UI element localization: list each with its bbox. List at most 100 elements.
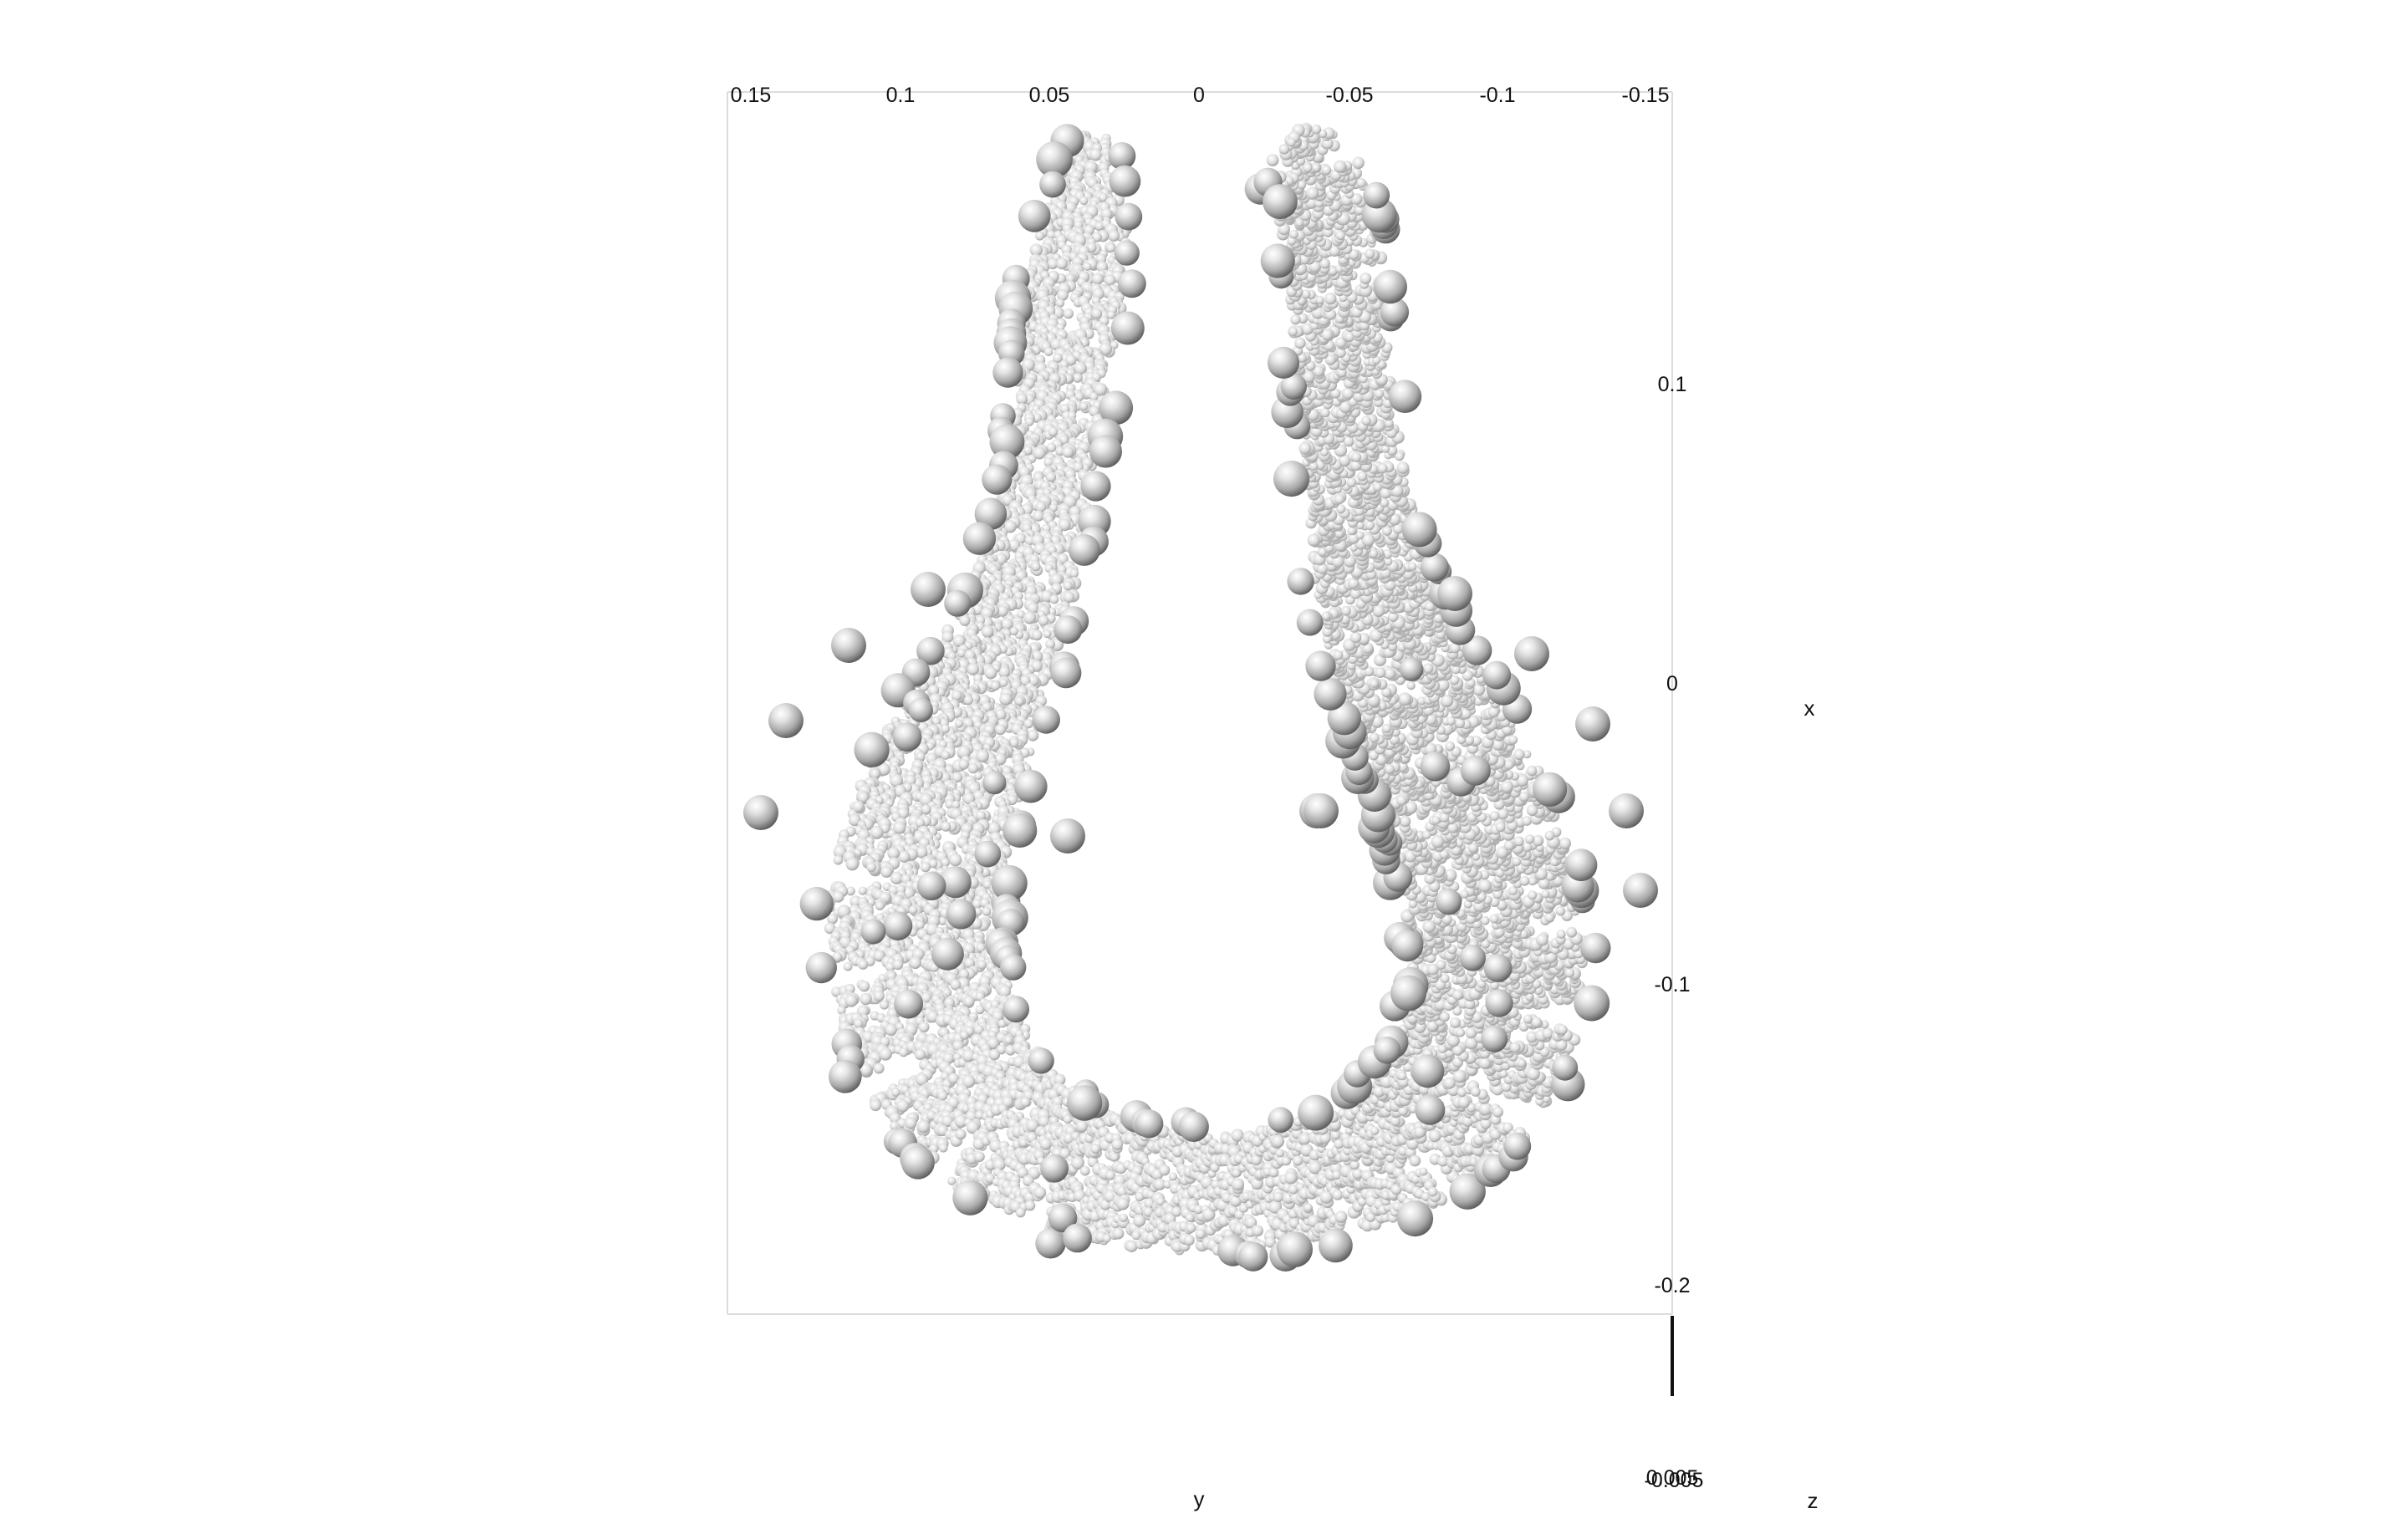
particle-sphere [875,901,885,910]
particle-sphere [941,724,950,734]
particle-sphere [1032,413,1042,423]
particle-sphere [1027,602,1039,614]
particle-sphere [1457,1096,1471,1108]
particle-sphere [1107,310,1115,319]
particle-sphere [941,631,954,643]
particle-sphere [1100,208,1113,220]
particle-sphere [879,1047,892,1061]
particle-sphere [1332,1190,1344,1200]
particle-sphere [1419,1167,1428,1176]
particle-sphere [827,913,839,925]
particle-sphere [1195,1229,1206,1240]
particle-sphere [1023,611,1037,624]
particle-sphere [949,853,962,867]
particle-sphere [974,771,983,781]
particle-sphere [1047,230,1056,239]
particle-sphere [837,905,851,919]
particle-sphere [957,745,971,759]
particle-sphere [886,971,896,981]
particle-sphere [975,1110,985,1120]
particle-sphere [916,1073,929,1086]
particle-sphere [1055,298,1065,308]
particle-sphere [1047,257,1059,270]
particle-sphere [892,959,904,971]
particle-sphere [973,1151,985,1163]
particle-sphere [1009,737,1019,748]
particle-sphere [831,986,842,997]
particle-sphere [997,605,1008,617]
particle-sphere [1027,729,1039,741]
particle-sphere [929,1144,939,1154]
particle-sphere [1090,1144,1101,1154]
particle-sphere [1427,1186,1438,1197]
particle-sphere [843,961,853,971]
particle-sphere [1013,591,1023,601]
particle-sphere [967,663,979,675]
particle-sphere [1033,446,1046,460]
plot-frame [727,91,1673,1315]
particle-sphere [1125,1240,1138,1252]
particle-sphere [1049,594,1059,604]
particle-sphere [1033,1186,1047,1199]
particle-sphere [858,959,869,970]
particle-sphere [833,855,844,865]
particle-cloud [743,122,1658,1272]
particle-sphere [974,1024,984,1035]
particle-sphere [1053,353,1063,364]
particle-sphere [914,1048,926,1060]
particle-sphere [1091,308,1103,319]
particle-sphere [1108,230,1120,242]
particle-sphere [947,1073,959,1084]
particle-sphere [898,850,911,863]
particle-sphere [941,821,951,832]
particle-sphere [964,957,975,969]
particle-sphere [1397,1071,1407,1081]
particle-sphere [950,979,962,991]
particle-sphere [951,772,963,783]
particle-sphere [1089,148,1102,161]
particle-sphere [1089,392,1099,401]
particle-sphere [1091,273,1104,285]
particle-sphere [915,818,926,828]
particle-sphere [1050,573,1063,586]
particle-sphere [891,1088,900,1097]
particle-sphere [1029,243,1043,257]
particle-sphere [1116,1197,1130,1210]
particle-sphere [1014,696,1024,706]
particle-sphere [1035,231,1044,241]
particle-sphere [1370,1126,1380,1135]
particle-sphere [1119,1213,1128,1223]
particle-sphere [999,678,1008,687]
particle-sphere [1072,373,1083,383]
particle-sphere [984,666,997,680]
particle-sphere [1168,1172,1177,1181]
particle-sphere [904,1117,917,1129]
particle-sphere [1050,338,1063,351]
particle-sphere [963,996,975,1007]
particle-sphere [982,906,992,916]
particle-sphere [1031,629,1043,641]
particle-sphere [915,920,925,930]
particle-sphere [959,614,971,626]
particle-sphere [962,1074,976,1088]
particle-sphere [920,862,931,873]
particle-sphere [1275,1149,1284,1158]
particle-sphere [1158,1164,1171,1176]
particle-sphere [1492,1106,1503,1118]
particle-sphere [928,859,938,869]
particle-sphere [824,922,836,935]
particle-sphere [976,943,986,953]
particle-sphere [941,1115,954,1128]
particle-sphere [1106,243,1116,252]
particle-sphere [937,1091,948,1101]
particle-sphere [1094,382,1107,396]
particle-sphere [1035,501,1047,512]
particle-sphere [967,762,979,774]
particle-sphere [1020,1097,1031,1108]
particle-sphere [954,1114,967,1129]
particle-sphere [866,862,876,873]
particle-sphere [999,692,1013,706]
particle-sphere [896,1099,910,1113]
